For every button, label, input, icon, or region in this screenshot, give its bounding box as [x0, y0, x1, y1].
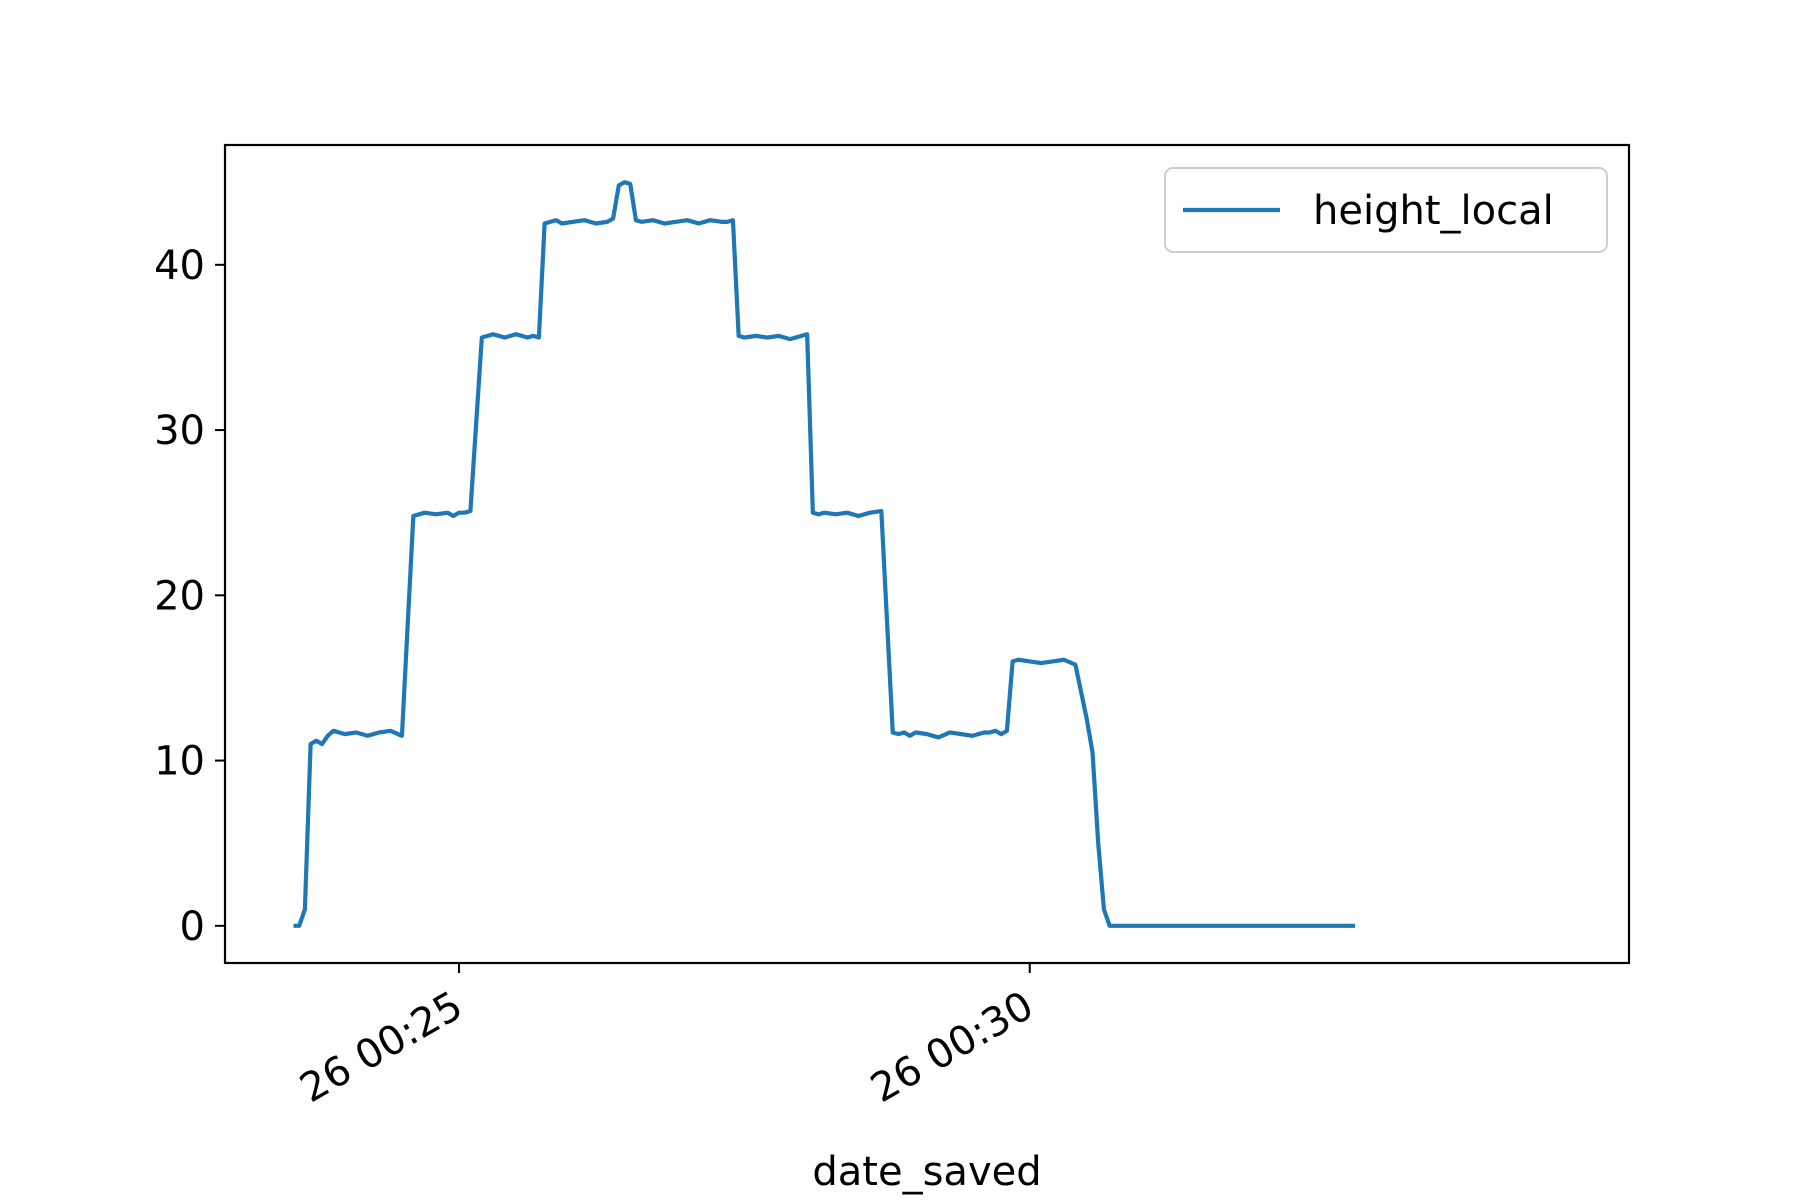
legend-label: height_local: [1313, 188, 1554, 234]
series-line-height_local: [293, 180, 1356, 928]
y-tick-label: 10: [154, 739, 205, 785]
y-axis: 0 10 20 30 40: [154, 243, 225, 950]
y-tick-label: 20: [154, 573, 205, 619]
plot-area: [223, 143, 1631, 965]
legend-box: [1164, 167, 1608, 253]
legend: height_local: [1164, 167, 1608, 253]
plot-frame: [223, 143, 1631, 965]
y-tick-label: 0: [180, 904, 205, 950]
x-axis-title: date_saved: [812, 1149, 1041, 1195]
y-tick-label: 30: [154, 408, 205, 454]
y-tick-label: 40: [154, 243, 205, 289]
